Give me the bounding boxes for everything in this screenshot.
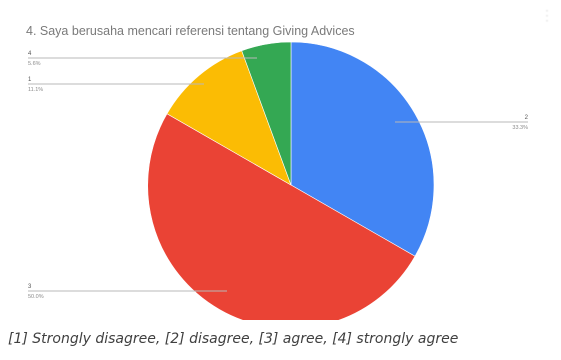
slice-callouts: 2 33.3% 3 50.0% 1 11.1% 4 5.6% bbox=[28, 51, 529, 300]
pie-slice-3 bbox=[147, 113, 416, 320]
pie-slice-2 bbox=[290, 41, 435, 257]
pie-slices bbox=[147, 41, 435, 320]
figure-caption: [1] Strongly disagree, [2] disagree, [3]… bbox=[8, 331, 459, 347]
slice-label-1: 1 bbox=[28, 77, 32, 83]
slice-label-2: 2 bbox=[525, 115, 529, 121]
slice-value-label-2: 33.3% bbox=[512, 125, 528, 131]
pie-slice-4 bbox=[241, 41, 292, 186]
chart-title: 4. Saya berusaha mencari referensi tenta… bbox=[26, 24, 355, 38]
slice-value-label-3: 50.0% bbox=[28, 294, 44, 300]
pie-chart: 2 33.3% 3 50.0% 1 11.1% 4 5.6% bbox=[28, 41, 529, 320]
slice-value-label-4: 5.6% bbox=[28, 61, 41, 67]
slice-label-4: 4 bbox=[28, 51, 32, 57]
slice-value-label-1: 11.1% bbox=[28, 87, 43, 93]
slice-label-3: 3 bbox=[28, 284, 32, 290]
